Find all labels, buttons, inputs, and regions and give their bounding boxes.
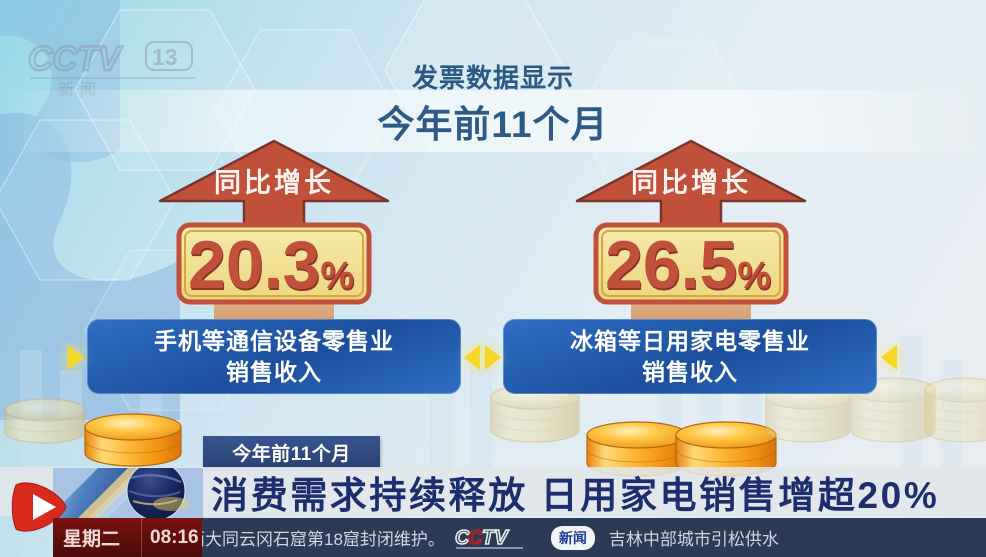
svg-text:TV: TV (482, 527, 509, 549)
svg-text:C: C (468, 527, 483, 549)
